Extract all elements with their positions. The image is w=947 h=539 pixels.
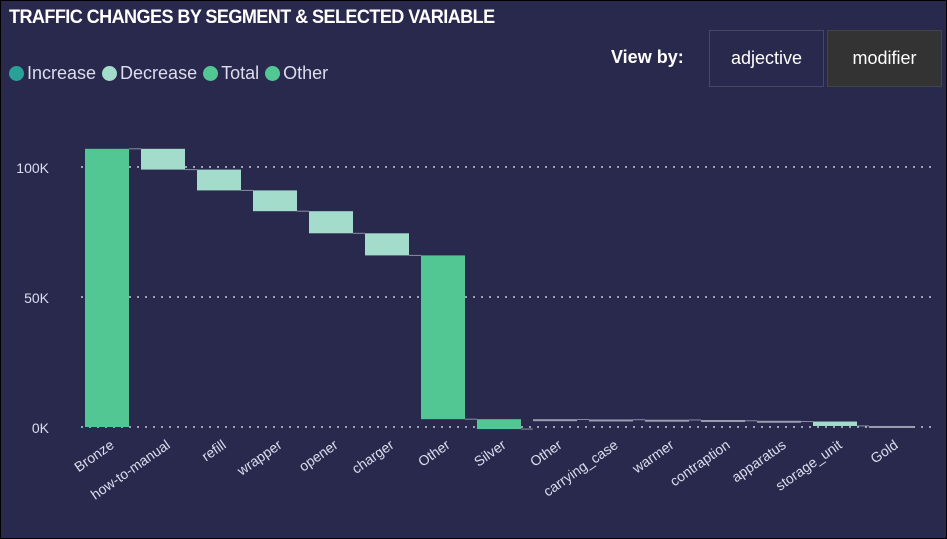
modifier-button[interactable]: modifier <box>827 30 942 87</box>
x-tick-label: Other <box>527 436 565 469</box>
y-tick-label: 50K <box>24 290 50 306</box>
x-tick-label: Bronze <box>71 436 117 475</box>
x-tick-label: Silver <box>471 436 509 469</box>
x-tick-label: Gold <box>867 436 900 466</box>
bar-carrying_case <box>589 419 633 422</box>
bar-warmer <box>645 419 689 422</box>
legend-dot <box>102 66 118 81</box>
bar-Bronze <box>85 148 129 428</box>
view-by-label: View by: <box>611 47 684 67</box>
legend-label: Increase <box>27 63 97 83</box>
adjective-button[interactable]: adjective <box>709 30 824 87</box>
bar-Other <box>533 419 577 422</box>
bar-refill <box>197 169 241 191</box>
legend-label: Total <box>221 63 260 83</box>
bar-apparatus <box>757 420 801 423</box>
bar-wrapper <box>253 190 297 212</box>
x-tick-label: opener <box>296 436 341 474</box>
bar-Gold <box>869 425 913 428</box>
x-tick-label: charger <box>349 436 397 477</box>
legend-item: Decrease <box>102 63 197 84</box>
legend-item: Other <box>265 63 328 84</box>
x-tick-label: Other <box>415 436 453 469</box>
bar-opener <box>309 211 353 234</box>
bar-charger <box>365 233 409 256</box>
bar-contraption <box>701 419 745 422</box>
x-tick-label: refill <box>199 436 229 464</box>
y-tick-label: 0K <box>32 420 50 436</box>
legend-label: Other <box>283 63 329 83</box>
legend-dot <box>265 66 281 81</box>
legend: Increase Decrease Total Other <box>9 63 328 84</box>
chart-title: TRAFFIC CHANGES BY SEGMENT & SELECTED VA… <box>9 7 495 28</box>
x-tick-label: wrapper <box>233 436 285 479</box>
y-tick-label: 100K <box>16 160 49 176</box>
bar-Silver <box>477 419 521 430</box>
legend-label: Decrease <box>120 63 198 83</box>
x-tick-label: warmer <box>628 436 677 477</box>
x-tick-label: contraption <box>667 436 733 489</box>
legend-dot <box>203 66 219 81</box>
bar-how-to-manual <box>141 148 185 170</box>
legend-item: Increase <box>9 63 96 84</box>
bar-storage_unit <box>813 421 857 426</box>
legend-item: Total <box>203 63 259 84</box>
bar-Other <box>421 255 465 420</box>
legend-dot <box>9 66 24 81</box>
